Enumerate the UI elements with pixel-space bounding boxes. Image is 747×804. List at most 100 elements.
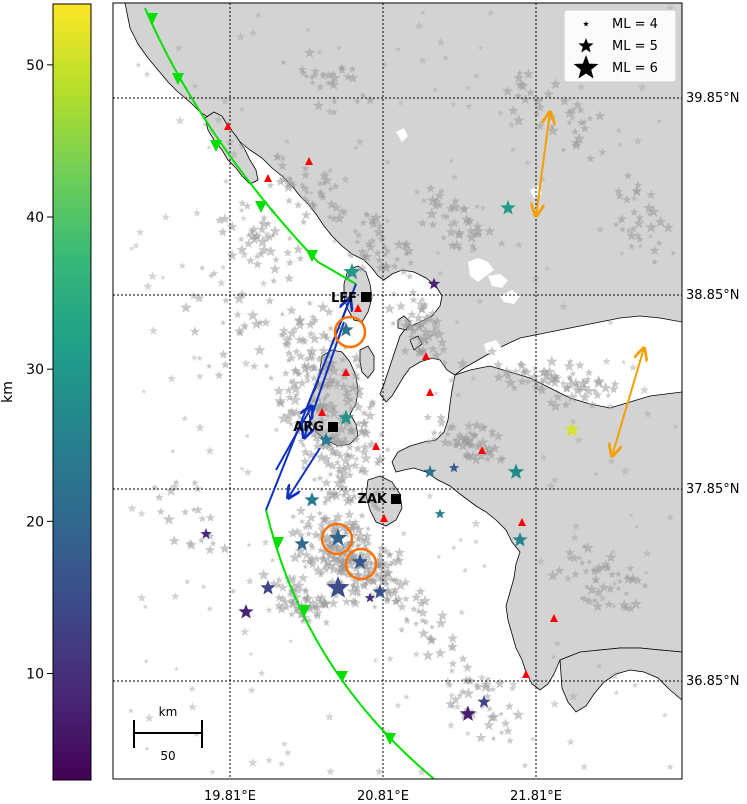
stations: LEF ARG ZAK: [293, 291, 401, 507]
corfu-island: [204, 111, 259, 185]
major-event-star: [260, 580, 276, 595]
circle-zakynthos-east: [344, 547, 378, 581]
scalebar-unit: km: [159, 705, 178, 719]
hellenic-trench: [144, 7, 435, 779]
station-LEF-marker: [361, 292, 371, 302]
trench-tooth: [255, 201, 267, 213]
network-triangle: [224, 122, 232, 130]
lat-tick: 38.85°N: [686, 288, 739, 303]
major-event-star: [200, 528, 212, 539]
extension-arrows: [536, 112, 644, 456]
station-LEF-label: LEF: [331, 291, 357, 306]
major-event-star: [423, 465, 437, 478]
major-event-star: [294, 536, 310, 551]
sequence-circles: [320, 315, 378, 581]
lat-tick: 36.85°N: [686, 674, 739, 689]
colorbar-gradient: [52, 3, 92, 781]
lat-tick: 37.85°N: [686, 482, 739, 497]
major-event-star: [564, 422, 580, 437]
legend-entry-ml5: ML = 5: [612, 39, 658, 54]
network-triangle: [354, 304, 362, 312]
station-ARG-marker: [328, 422, 338, 432]
fault-arrow-down: [275, 406, 312, 471]
major-event-star: [364, 592, 376, 603]
trench-tooth: [272, 537, 284, 549]
legend-star: [573, 55, 599, 79]
circle-lefkada: [333, 315, 367, 349]
network-triangle: [478, 446, 486, 454]
lon-tick-labels: 19.81°E 20.81°E 21.81°E: [204, 789, 562, 804]
orange-arrow-south: [612, 348, 644, 456]
network-triangle: [550, 614, 558, 622]
colorbar-label: km: [0, 381, 16, 403]
scalebar-value: 50: [160, 749, 175, 763]
major-event-star: [372, 584, 388, 599]
circle-zakynthos-west: [320, 522, 354, 556]
major-event-star: [329, 528, 347, 546]
network-triangle: [318, 408, 326, 416]
map: LEF ARG ZAK km 50 ML = 4 ML = 5 ML =: [112, 2, 683, 780]
ithaca-island: [359, 345, 375, 379]
major-event-star: [500, 200, 516, 215]
scale-bar: km 50: [133, 705, 203, 763]
colorbar: 10 20 30 40 50 km: [0, 3, 92, 781]
station-ZAK-marker: [391, 494, 401, 504]
major-event-star: [338, 322, 354, 337]
lat-tick: 39.85°N: [686, 91, 739, 106]
lon-tick: 20.81°E: [357, 789, 409, 804]
major-event-star: [304, 492, 320, 507]
legend-star: [578, 38, 594, 53]
network-triangle: [380, 514, 388, 522]
trench-tooth: [384, 733, 396, 745]
laconia: [559, 647, 682, 713]
trench-tooth: [336, 671, 348, 683]
lon-tick: 21.81°E: [510, 789, 562, 804]
trench-tooth: [146, 13, 158, 25]
network-triangle: [426, 388, 434, 396]
network-triangle: [342, 368, 350, 376]
network-triangle: [305, 157, 313, 165]
major-event-star: [427, 277, 441, 290]
network-triangle: [518, 518, 526, 526]
colorbar-tick-label: 40: [26, 210, 44, 226]
major-event-star: [343, 263, 361, 280]
trench-tooth: [306, 250, 318, 262]
network-triangle: [522, 670, 530, 678]
colorbar-tick-label: 10: [26, 666, 44, 682]
major-event-star: [326, 576, 350, 598]
major-event-star: [512, 532, 528, 547]
legend-entry-ml6: ML = 6: [612, 61, 658, 76]
major-event-star: [448, 462, 460, 473]
station-ZAK-label: ZAK: [357, 492, 387, 507]
major-event-star: [507, 463, 525, 479]
seismic-network-triangles: [224, 122, 558, 678]
orange-arrow-north: [536, 112, 550, 216]
legend-entry-ml4: ML = 4: [612, 17, 658, 32]
lakes: [396, 128, 542, 356]
colorbar-tick-label: 30: [26, 362, 44, 378]
trench-line-south: [265, 509, 435, 779]
major-event-star: [238, 604, 254, 619]
lat-tick-labels: 39.85°N 38.85°N 37.85°N 36.85°N: [686, 91, 739, 689]
legend: ML = 4 ML = 5 ML = 6: [563, 9, 677, 83]
major-events: [200, 200, 580, 721]
network-triangle: [422, 352, 430, 360]
trench-tooth: [298, 605, 310, 617]
major-event-star: [318, 432, 334, 447]
major-event-star: [337, 409, 355, 425]
colorbar-ticks: 10 20 30 40 50: [26, 58, 53, 682]
colorbar-tick-label: 50: [26, 58, 44, 74]
network-triangle: [264, 174, 272, 182]
major-event-star: [477, 695, 491, 708]
colorbar-tick-label: 20: [26, 514, 44, 530]
lon-tick: 19.81°E: [204, 789, 256, 804]
major-event-star: [459, 705, 477, 721]
trench-tooth: [210, 140, 222, 152]
major-event-star: [351, 553, 369, 569]
major-event-star: [434, 508, 446, 519]
trench-tooth: [172, 73, 184, 85]
legend-star: [583, 21, 589, 27]
map-frame: [112, 2, 683, 780]
station-ARG-label: ARG: [293, 420, 324, 435]
